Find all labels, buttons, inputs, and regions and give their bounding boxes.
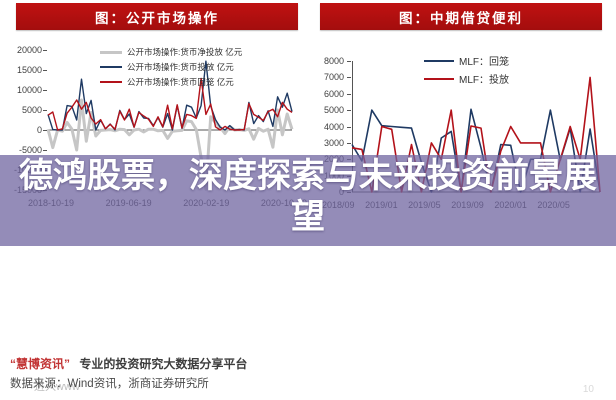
legend-item: 公开市场操作:货币净投放 亿元	[100, 46, 242, 58]
y-axis-tick-label: 4000	[323, 121, 344, 132]
y-axis-tick-mark	[347, 93, 351, 95]
chart-title-bar-right: 图：中期借贷便利	[320, 3, 602, 30]
y-axis-tick-mark	[43, 50, 47, 51]
y-axis-tick-label: 7000	[323, 72, 344, 83]
y-axis-tick-label: 3000	[323, 137, 344, 148]
brand-tagline: 专业的投资研究大数据分享平台	[79, 357, 248, 371]
y-axis-tick-mark	[43, 130, 47, 131]
data-source-line: 数据来源：Wind资讯，浙商证券研究所	[10, 378, 209, 390]
chart-title-right: 图：中期借贷便利	[399, 10, 523, 26]
open-market-plot-area	[46, 60, 294, 191]
y-axis-tick-mark	[43, 110, 47, 111]
legend-line-swatch	[100, 50, 122, 54]
y-axis-tick-label: 10000	[16, 85, 42, 95]
chart-title-bar-left: 图：公开市场操作	[16, 3, 298, 30]
y-axis-tick-mark	[347, 142, 351, 144]
chart-legend: 公开市场操作:货币净投放 亿元 公开市场操作:货币投放 亿元 公开市场操作:货币回笼…	[100, 46, 242, 88]
brand-name: “慧博资讯”	[10, 357, 71, 371]
footer-brand-line: “慧博资讯” 专业的投资研究大数据分享平台	[10, 355, 247, 372]
legend-line-swatch	[100, 81, 122, 83]
y-axis-tick-label: 0	[36, 125, 42, 135]
legend-item: MLF：回笼	[424, 53, 509, 68]
y-axis-tick-mark	[347, 110, 351, 112]
y-axis-tick-label: -5000	[18, 145, 42, 155]
headline-title: 德鸿股票，深度探索与未来投资前景展望	[19, 157, 597, 236]
y-axis-tick-label: 6000	[323, 88, 344, 99]
legend-line-swatch	[424, 77, 454, 80]
y-axis-tick-mark	[43, 150, 47, 151]
legend-label: 公开市场操作:货币投放 亿元	[127, 62, 234, 72]
legend-line-swatch	[100, 66, 122, 68]
legend-label: MLF：回笼	[459, 57, 509, 68]
y-axis-tick-mark	[43, 70, 47, 71]
legend-label: 公开市场操作:货币回笼 亿元	[127, 77, 234, 87]
y-axis-tick-mark	[347, 77, 351, 79]
legend-line-swatch	[424, 59, 454, 62]
y-axis-tick-label: 8000	[323, 56, 344, 66]
page-number: 10	[582, 384, 594, 395]
y-axis-tick-label: 15000	[16, 65, 42, 75]
legend-item: 公开市场操作:货币回笼 亿元	[100, 76, 242, 88]
y-axis-tick-mark	[347, 61, 351, 62]
legend-item: 公开市场操作:货币投放 亿元	[100, 61, 242, 73]
headline-overlay-band: 德鸿股票，深度探索与未来投资前景展望	[0, 155, 616, 246]
legend-label: 公开市场操作:货币净投放 亿元	[127, 47, 243, 57]
footer-watermark-text: 进入www	[34, 381, 80, 393]
y-axis-tick-label: 5000	[323, 105, 344, 116]
y-axis-tick-mark	[347, 126, 351, 128]
y-axis-tick-label: 5000	[21, 105, 42, 115]
chart-title-left: 图：公开市场操作	[95, 10, 219, 26]
chart-legend: MLF：回笼 MLF：投放	[424, 53, 509, 86]
legend-label: MLF：投放	[459, 75, 509, 86]
y-axis-tick-label: 20000	[16, 45, 42, 55]
legend-item: MLF：投放	[424, 71, 509, 86]
y-axis-tick-mark	[43, 90, 47, 91]
